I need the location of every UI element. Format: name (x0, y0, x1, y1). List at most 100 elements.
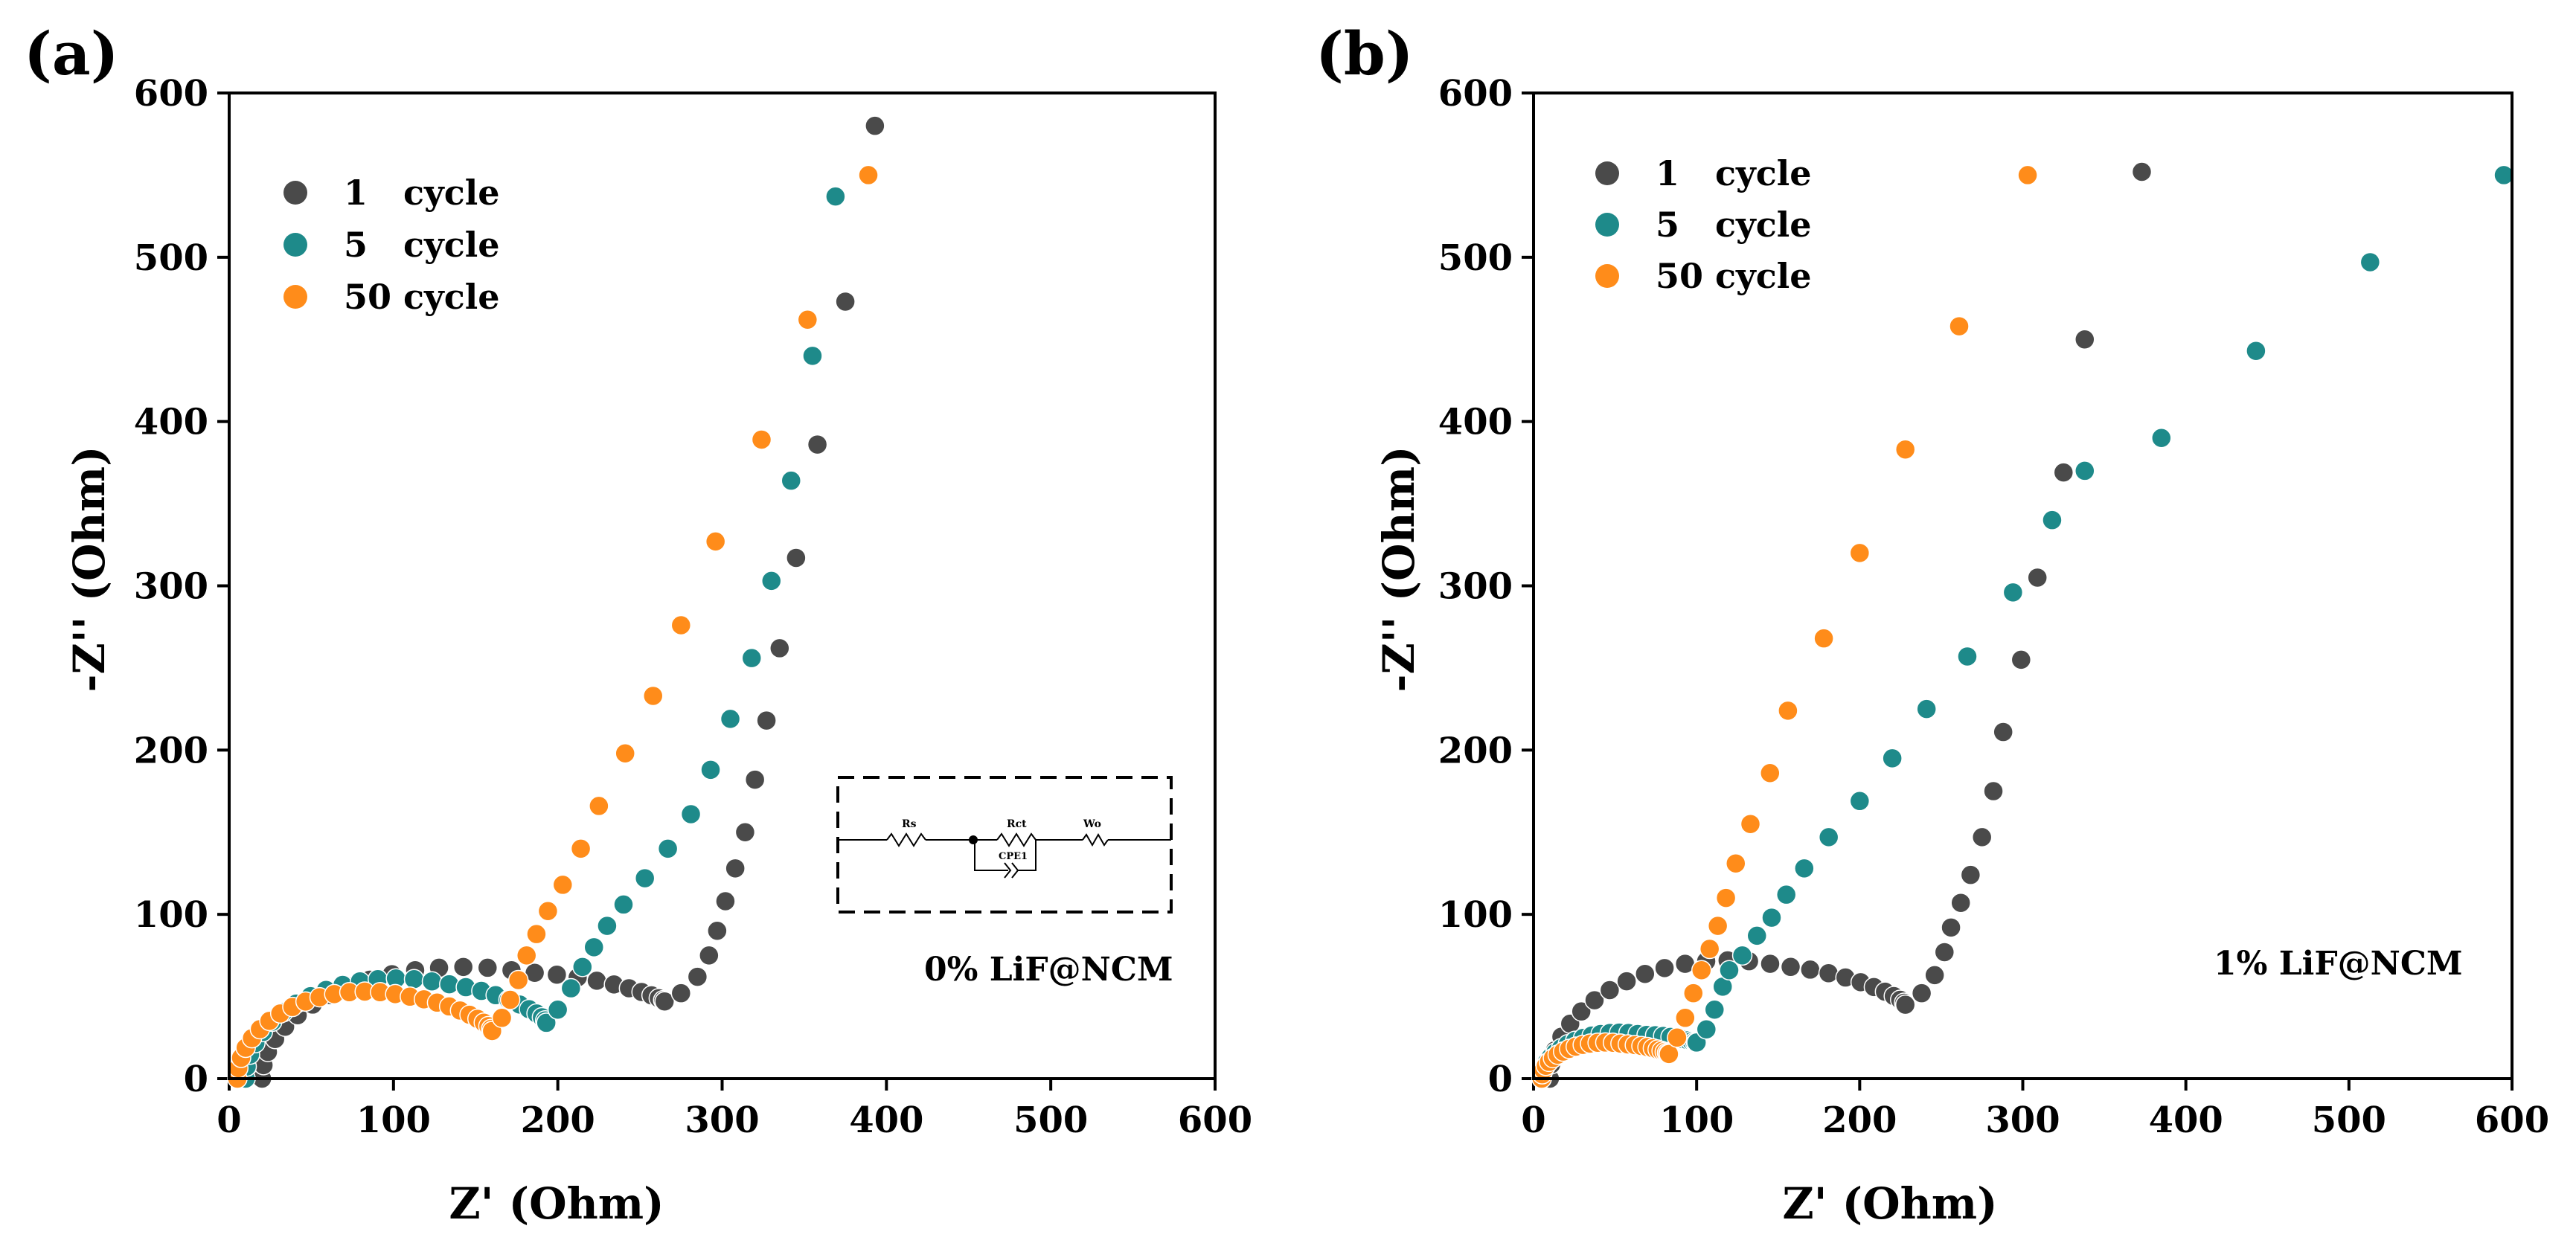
data-point (1696, 1019, 1717, 1040)
data-point (1760, 953, 1781, 975)
data-point (1761, 907, 1782, 928)
data-point (2011, 649, 2032, 670)
cpe-branch (974, 840, 1037, 871)
y-tick-label: 300 (1438, 566, 1513, 608)
data-point (715, 890, 736, 912)
y-tick-label: 500 (134, 237, 208, 279)
data-point (546, 964, 568, 985)
data-point (699, 945, 720, 966)
warburg-wo (1082, 832, 1109, 847)
data-point (1911, 983, 1932, 1004)
ticks-a: 0 100 200 300 400 500 600 0 100 200 300 400 500 600 (134, 73, 1252, 1141)
legend-marker (283, 285, 307, 309)
data-point (1849, 791, 1871, 812)
data-point (769, 638, 790, 659)
wo-label: Wo (1083, 818, 1101, 830)
panel-b: (b) -Z'' (Ohm) Z' (Ohm) 0 100 200 300 400 500… (1316, 19, 2549, 1229)
data-point (802, 345, 823, 367)
y-tick-label: 600 (1438, 73, 1513, 115)
data-point (756, 710, 777, 731)
data-point (1719, 960, 1740, 980)
data-point (1849, 542, 1871, 564)
data-point (680, 803, 702, 825)
data-point (452, 957, 474, 977)
data-point (1635, 963, 1656, 984)
data-point (1675, 1007, 1696, 1029)
data-point (744, 769, 766, 790)
data-point (1715, 887, 1737, 908)
data-point (1691, 960, 1712, 980)
data-point (807, 434, 828, 455)
y-tick-label: 100 (134, 894, 208, 936)
legend-label: 5 cycle (344, 225, 500, 265)
x-axis-label-b: Z' (Ohm) (1782, 1178, 1997, 1229)
legend-b: 1 cycle 5 cycle 50 cycle (1595, 153, 1812, 296)
data-point (1993, 722, 2013, 742)
x-tick-label: 200 (521, 1099, 595, 1141)
data-point (421, 971, 443, 992)
data-point (1950, 892, 1971, 914)
data-point (547, 999, 568, 1020)
data-point (2074, 460, 2095, 481)
y-tick-label: 0 (1488, 1059, 1513, 1100)
plot-frame-a (228, 91, 1217, 1080)
data-point (781, 470, 801, 491)
x-tick-label: 300 (1985, 1099, 2060, 1141)
legend-marker (283, 181, 307, 205)
y-tick-label: 400 (1438, 402, 1513, 443)
cpe-element (1004, 862, 1019, 879)
data-point (615, 743, 635, 764)
data-point (1818, 826, 1839, 848)
legend-a: 1 cycle 5 cycle 50 cycle (283, 173, 500, 317)
data-point (2042, 510, 2063, 530)
data-point (1731, 945, 1753, 966)
data-point (583, 937, 604, 958)
data-point (1584, 989, 1605, 1011)
data-point (1960, 864, 1981, 885)
data-point (1983, 780, 2004, 802)
data-point (825, 186, 846, 207)
y-tick-label: 100 (1438, 894, 1513, 936)
legend-item: 5 cycle (283, 225, 500, 265)
y-tick-label: 600 (134, 73, 208, 115)
data-point (1667, 1027, 1688, 1048)
data-point (1941, 917, 1961, 938)
y-tick-label: 400 (134, 402, 208, 443)
data-point (589, 795, 609, 817)
data-point (654, 991, 675, 1012)
legend-marker (1595, 264, 1619, 288)
data-point (1654, 957, 1675, 979)
x-tick-label: 100 (1659, 1099, 1734, 1141)
data-point (1818, 963, 1839, 984)
data-point (858, 164, 879, 186)
data-point (1571, 1001, 1592, 1022)
data-point (1882, 748, 1903, 769)
y-axis-label-a: -Z'' (Ohm) (64, 446, 115, 692)
data-points-b (1531, 161, 2514, 1089)
data-point (2359, 251, 2381, 273)
data-points-a (227, 115, 885, 1089)
data-point (786, 548, 807, 568)
data-point (491, 1007, 513, 1029)
data-point (643, 685, 664, 707)
data-point (1794, 858, 1815, 879)
data-point (734, 822, 756, 843)
legend-marker (1595, 161, 1619, 185)
cpe-label: CPE1 (999, 851, 1028, 862)
x-tick-label: 0 (1521, 1099, 1545, 1141)
y-tick-label: 300 (134, 566, 208, 608)
data-point (552, 874, 574, 896)
resistor-rct (996, 832, 1037, 847)
data-point (1616, 971, 1637, 992)
x-tick-label: 400 (849, 1099, 923, 1141)
x-tick-label: 600 (1178, 1099, 1252, 1141)
legend-item: 50 cycle (1595, 256, 1812, 296)
data-point (597, 915, 618, 937)
legend-marker (283, 233, 307, 257)
data-point (2151, 428, 2172, 449)
data-point (2246, 340, 2266, 362)
legend-marker (1595, 213, 1619, 237)
legend-label: 50 cycle (1656, 256, 1812, 296)
legend-label: 50 cycle (344, 277, 500, 317)
